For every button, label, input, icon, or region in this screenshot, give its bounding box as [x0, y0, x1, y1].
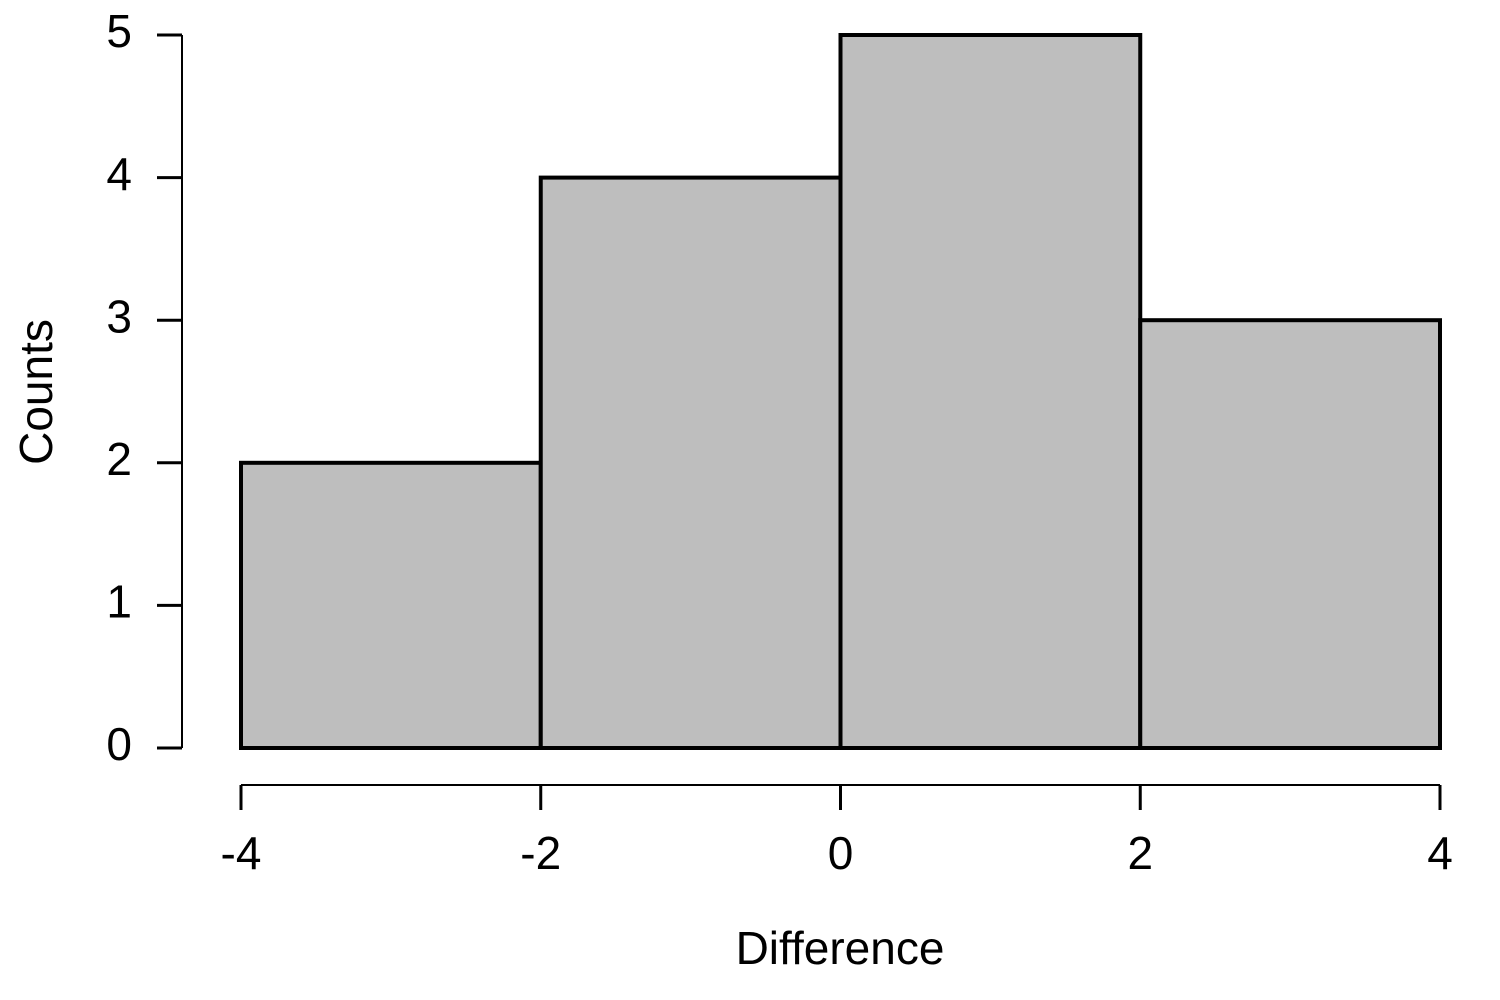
- x-axis-label: Difference: [736, 922, 945, 974]
- y-tick-label: 5: [106, 5, 132, 57]
- x-tick-label: -4: [221, 827, 262, 879]
- bar: [239, 460, 543, 750]
- y-tick-label: 3: [106, 290, 132, 342]
- bar: [538, 175, 843, 751]
- x-tick-label: 2: [1127, 827, 1153, 879]
- y-tick-label: 2: [106, 433, 132, 485]
- y-axis-label: Counts: [10, 319, 62, 465]
- x-tick-label: 4: [1427, 827, 1453, 879]
- bar: [838, 33, 1143, 750]
- x-tick-label: 0: [828, 827, 854, 879]
- y-tick-label: 0: [106, 718, 132, 770]
- x-tick-label: -2: [520, 827, 561, 879]
- y-tick-label: 4: [106, 148, 132, 200]
- bar: [1138, 318, 1442, 750]
- y-tick-label: 1: [106, 576, 132, 628]
